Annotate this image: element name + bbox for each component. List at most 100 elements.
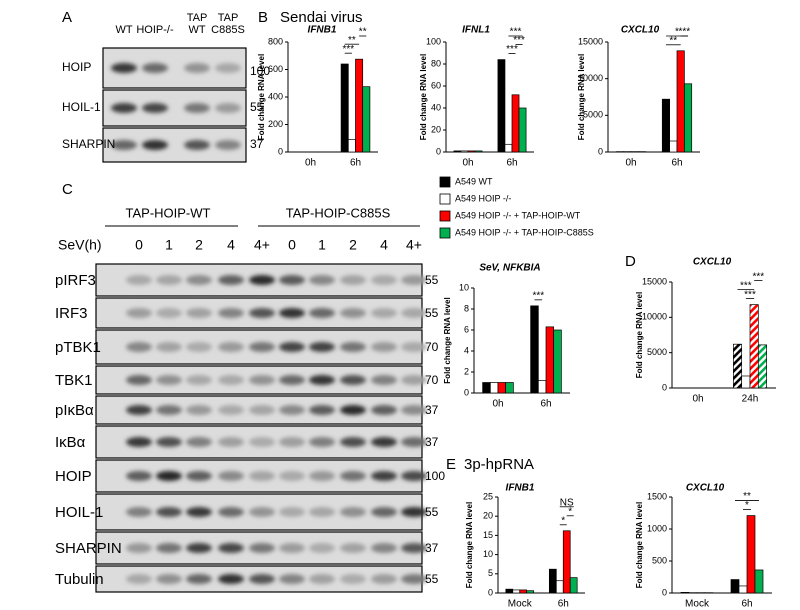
legend-swatch [439, 210, 451, 222]
blot-band [215, 63, 241, 73]
y-tick-label: 8 [464, 303, 469, 313]
bar [562, 530, 571, 594]
y-tick-label: 10 [483, 549, 493, 559]
significance-label: ** [348, 35, 356, 46]
blot-band [126, 275, 152, 285]
blot-band [186, 507, 212, 517]
blot-band [218, 342, 244, 352]
y-tick-label: 600 [268, 64, 283, 74]
blot-band [279, 275, 305, 285]
row-label: pTBK1 [55, 339, 101, 356]
row-label: Tubulin [55, 571, 104, 588]
blot-band [371, 507, 397, 517]
y-tick-label: 500 [652, 555, 667, 565]
lane-label: 4 [380, 237, 388, 253]
bar [730, 579, 740, 594]
lane-label: 1 [165, 237, 173, 253]
y-tick-label: 400 [268, 91, 283, 101]
blot-band [340, 471, 366, 481]
blot-band [401, 437, 427, 447]
chart-title: IFNB1 [308, 25, 337, 36]
blot-band [279, 471, 305, 481]
bar [676, 50, 685, 153]
row-label: IκBα [55, 434, 86, 451]
significance-label: *** [752, 271, 764, 282]
blot-band [401, 342, 427, 352]
bar [505, 382, 514, 394]
y-tick-label: 5000 [583, 110, 603, 120]
marker-label: 55 [425, 505, 439, 519]
blot-band [371, 342, 397, 352]
blot-band [279, 375, 305, 385]
y-axis-label: Fold change RNA level [419, 54, 428, 140]
blot-band [184, 63, 210, 73]
blot-band [186, 275, 212, 285]
blot-band [340, 507, 366, 517]
bar [749, 304, 759, 389]
y-axis-label: Fold change RNA level [257, 54, 266, 140]
lane-label: 2 [195, 237, 203, 253]
marker-label: 37 [425, 541, 439, 555]
marker-label: 37 [425, 403, 439, 417]
blot-band [371, 437, 397, 447]
blot-band [401, 308, 427, 318]
marker-label: 100 [250, 64, 270, 78]
significance-label: *** [679, 27, 691, 38]
y-tick-label: 10000 [578, 73, 603, 83]
blot-band [156, 543, 182, 553]
y-tick-label: 200 [268, 119, 283, 129]
y-tick-label: 15000 [578, 36, 603, 46]
bar [489, 382, 499, 394]
bar [545, 326, 555, 394]
blot-band [186, 471, 212, 481]
blot-band [156, 342, 182, 352]
blot-band [111, 63, 137, 73]
blot-band [126, 507, 152, 517]
bar [537, 380, 547, 394]
blot-band [218, 574, 244, 584]
marker-label: 55 [425, 572, 439, 586]
marker-label: 55 [250, 100, 264, 114]
significance-label: * [675, 27, 679, 38]
marker-label: 70 [425, 340, 439, 354]
blot-band [279, 342, 305, 352]
bar [504, 143, 513, 153]
blot-band [218, 507, 244, 517]
blot-band [249, 342, 275, 352]
column-label: TAP [187, 12, 208, 24]
blot-band [401, 574, 427, 584]
x-tick-label: Mock [508, 599, 533, 610]
blot-band [340, 375, 366, 385]
blot-band [309, 275, 335, 285]
blot-band [249, 543, 275, 553]
y-axis-label: Fold change RNA level [635, 292, 644, 378]
blot-band [309, 507, 335, 517]
column-label: HOIP-/- [136, 24, 174, 36]
row-label: HOIL-1 [55, 504, 103, 521]
lane-label: 2 [349, 237, 357, 253]
blot-band [401, 543, 427, 553]
blot-band [279, 507, 305, 517]
y-tick-label: 80 [431, 58, 441, 68]
panel-letter: A [62, 9, 72, 26]
marker-label: 70 [425, 373, 439, 387]
blot-band [249, 308, 275, 318]
blot-band [309, 471, 335, 481]
chart-title: CXCL10 [621, 25, 660, 36]
blot-band [249, 375, 275, 385]
y-tick-label: 40 [431, 102, 441, 112]
panel-title: 3p-hpRNA [464, 456, 534, 473]
bar [505, 588, 514, 594]
blot-band [309, 375, 335, 385]
significance-label: ** [359, 27, 367, 38]
x-tick-label: 6h [506, 158, 517, 169]
lane-label: 0 [135, 237, 143, 253]
x-tick-label: Mock [685, 599, 710, 610]
x-tick-label: 6h [558, 599, 569, 610]
bar [362, 86, 371, 153]
blot-band [371, 405, 397, 415]
x-tick-label: 0h [492, 399, 503, 410]
blot-band [340, 275, 366, 285]
blot-band [218, 471, 244, 481]
